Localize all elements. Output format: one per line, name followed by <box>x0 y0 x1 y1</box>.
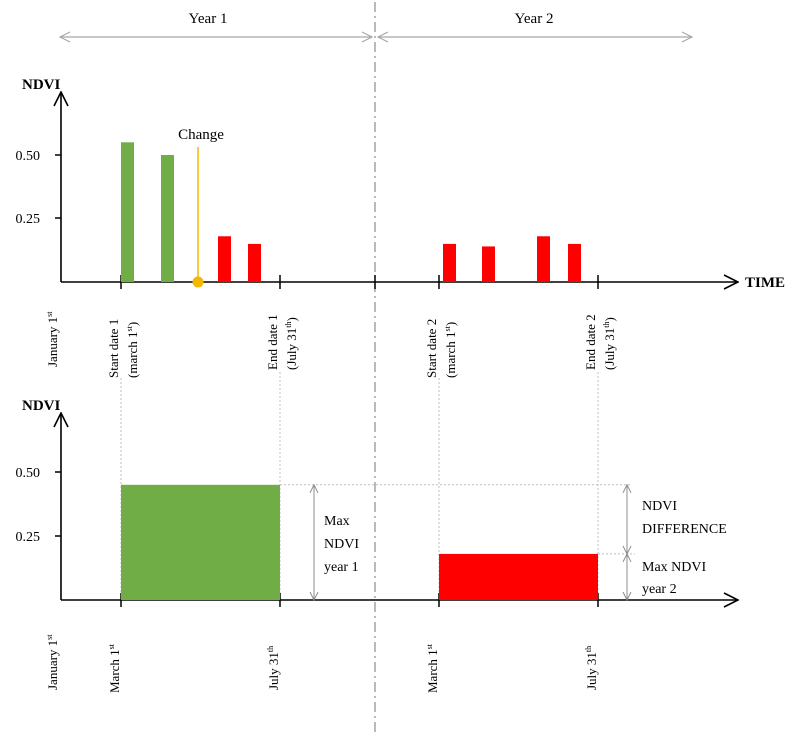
top-x-axis-label: TIME <box>745 275 785 291</box>
year1-label: Year 1 <box>189 11 228 27</box>
max1-label-line2: NDVI <box>324 537 359 552</box>
ndvi-bar-7 <box>537 236 550 282</box>
bottom-y-tick-label-050: 0.50 <box>16 466 41 481</box>
change-label: Change <box>178 127 224 143</box>
top-x-label-start2: Start date 2 <box>424 319 439 378</box>
top-x-label-january: January 1st <box>45 311 60 367</box>
max1-label-line3: year 1 <box>324 560 359 575</box>
difference-label-line1: NDVI <box>642 499 677 514</box>
ndvi-bar-6 <box>482 246 495 282</box>
bottom-x-label-july2: July 31th <box>584 646 599 690</box>
top-y-axis-label: NDVI <box>22 77 60 93</box>
top-bars-group <box>121 142 581 282</box>
bottom-x-label-july1: July 31th <box>266 646 281 690</box>
top-x-label-end1: End date 1 <box>265 314 280 370</box>
ndvi-bar-4 <box>248 243 261 282</box>
ndvi-bar-1 <box>121 142 134 282</box>
ndvi-bar-2 <box>161 155 174 282</box>
top-x-label-start1-date: (march 1st) <box>125 322 140 378</box>
max-ndvi-year2-rect <box>439 553 598 600</box>
top-x-label-end2: End date 2 <box>583 314 598 370</box>
bottom-y-tick-label-025: 0.25 <box>16 530 41 545</box>
top-y-tick-label-050: 0.50 <box>16 149 41 164</box>
ndvi-bar-8 <box>568 243 581 282</box>
bottom-y-axis-label: NDVI <box>22 398 60 414</box>
change-dot <box>192 276 204 288</box>
max2-label-line2: year 2 <box>642 582 677 597</box>
top-x-label-start2-date: (march 1st) <box>443 322 458 378</box>
top-x-label-end2-date: (July 31th) <box>602 317 617 370</box>
ndvi-bar-5 <box>443 243 456 282</box>
ndvi-bar-3 <box>218 236 231 282</box>
top-x-label-end1-date: (July 31th) <box>284 317 299 370</box>
difference-label-line2: DIFFERENCE <box>642 522 727 537</box>
bottom-x-label-january: January 1st <box>45 634 60 690</box>
bottom-x-label-march2: March 1st <box>425 643 440 693</box>
year2-label: Year 2 <box>515 11 554 27</box>
max2-label-line1: Max NDVI <box>642 560 706 575</box>
bottom-x-label-march1: March 1st <box>107 643 122 693</box>
top-x-label-start1: Start date 1 <box>106 319 121 378</box>
top-y-tick-label-025: 0.25 <box>16 212 41 227</box>
max-ndvi-year1-rect <box>121 484 280 600</box>
max1-label-line1: Max <box>324 514 350 529</box>
